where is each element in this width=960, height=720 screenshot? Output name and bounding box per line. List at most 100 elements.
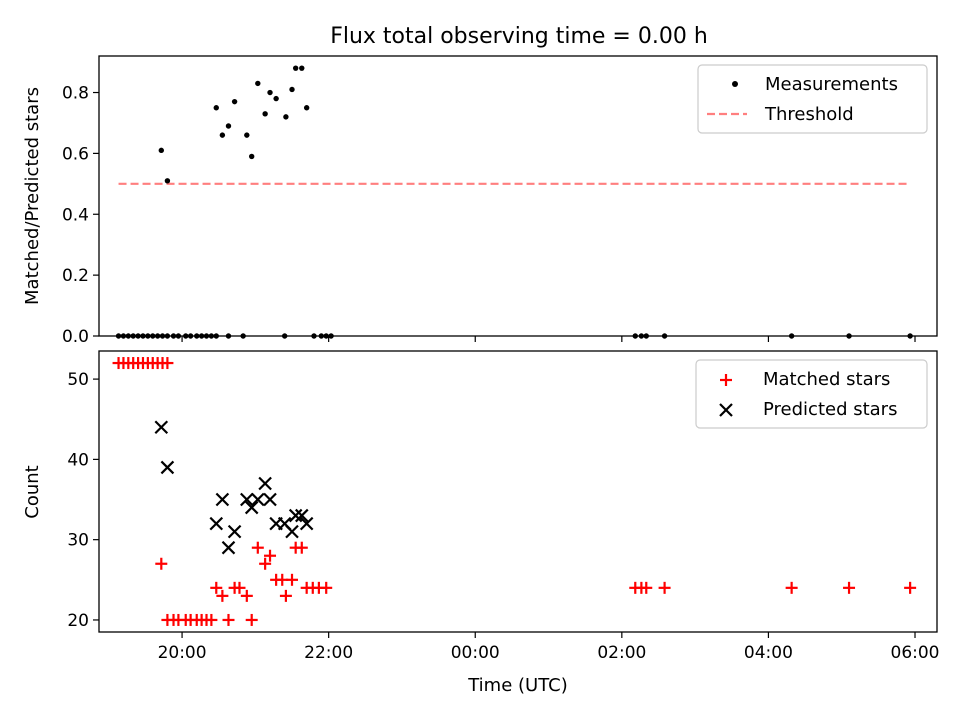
top-y-ticks: 0.0 0.2 0.4 0.6 0.8	[62, 84, 99, 347]
predicted-star-point	[251, 492, 265, 507]
y-tick-label: 30	[67, 531, 89, 551]
y-tick-label: 0.0	[62, 327, 89, 347]
measurement-point	[281, 333, 288, 339]
predicted-star-point	[160, 460, 175, 475]
measurement-point	[120, 333, 127, 339]
predicted-star-points	[154, 420, 314, 555]
measurement-point	[213, 333, 219, 339]
matched-star-point	[222, 613, 235, 626]
predicted-star-point	[263, 492, 277, 507]
bottom-y-ticks: 20 30 40 50	[67, 370, 99, 631]
measurement-point	[318, 333, 325, 339]
matched-star-point	[785, 581, 798, 594]
bottom-legend: Matched stars Predicted stars	[695, 359, 928, 429]
matched-star-point	[205, 613, 218, 626]
measurement-point	[643, 333, 649, 339]
measurement-point	[140, 333, 146, 339]
measurement-points	[115, 65, 913, 339]
predicted-star-point	[299, 516, 314, 531]
predicted-star-point	[227, 524, 242, 539]
legend-label-matched: Matched stars	[763, 369, 890, 390]
matched-star-point	[251, 541, 264, 554]
y-tick-label: 0.2	[62, 266, 89, 286]
predicted-star-point	[221, 540, 236, 555]
measurement-point	[846, 333, 852, 339]
top-plot-panel: 0.00.20.40.60.8 Matched/Predicted stars …	[22, 55, 938, 347]
measurement-point	[661, 333, 668, 339]
chart-title: Flux total observing time = 0.00 h	[330, 24, 708, 49]
matched-star-point	[240, 589, 253, 602]
predicted-star-point	[244, 500, 259, 515]
predicted-star-point	[215, 492, 230, 507]
matched-star-point	[245, 613, 258, 626]
measurement-point	[145, 333, 151, 339]
measurement-point	[219, 132, 226, 138]
measurement-point	[194, 333, 200, 339]
measurement-point	[262, 111, 268, 117]
measurement-point	[289, 86, 295, 93]
bottom-legend-box	[695, 359, 928, 429]
matched-star-point	[295, 541, 308, 554]
matched-star-point	[904, 581, 917, 594]
predicted-star-point	[154, 420, 169, 435]
measurement-point	[208, 333, 215, 339]
y-tick-label: 40	[67, 450, 89, 470]
y-tick-label: 50	[67, 370, 89, 390]
matched-star-point	[210, 581, 223, 594]
measurement-point	[159, 333, 166, 339]
y-tick-label: 0.4	[62, 205, 89, 225]
measurement-point	[203, 333, 210, 339]
x-tick-label: 04:00	[744, 643, 793, 663]
measurement-point	[632, 333, 638, 339]
x-tick-label: 00:00	[451, 643, 500, 663]
measurement-point	[638, 333, 645, 339]
predicted-star-point	[209, 516, 224, 531]
measurement-point	[231, 98, 238, 105]
measurement-point	[273, 95, 279, 102]
matched-star-point	[640, 581, 653, 594]
matched-star-point	[658, 581, 671, 594]
matched-star-points	[112, 357, 917, 626]
measurement-point	[130, 333, 136, 339]
x-tick-label: 22:00	[304, 643, 353, 663]
measurement-point	[267, 89, 273, 96]
measurement-point	[198, 333, 205, 339]
x-tick-label: 02:00	[597, 643, 646, 663]
y-tick-label: 20	[67, 611, 89, 631]
predicted-star-point	[285, 524, 299, 539]
legend-marker-matched	[720, 374, 732, 386]
measurement-point	[283, 114, 289, 120]
measurement-point	[225, 123, 232, 129]
bottom-y-axis-label: Count	[22, 465, 43, 518]
measurement-point	[170, 333, 177, 339]
measurement-point	[788, 333, 795, 339]
measurement-point	[225, 333, 232, 339]
y-tick-label: 0.6	[62, 144, 89, 164]
legend-marker-measurements	[732, 81, 738, 87]
bottom-x-ticks: 20:00 22:00 00:00 02:00 04:00 06:00	[158, 632, 940, 663]
matched-star-point	[259, 557, 272, 570]
measurement-point	[299, 65, 305, 71]
measurement-point	[248, 153, 255, 160]
top-legend: Measurements Threshold	[697, 64, 928, 134]
measurement-point	[328, 333, 334, 339]
measurement-point	[164, 333, 171, 339]
matched-star-point	[320, 581, 333, 594]
matched-star-point	[155, 557, 168, 570]
measurement-point	[125, 333, 132, 339]
matched-star-point	[161, 357, 174, 370]
predicted-star-point	[295, 508, 309, 523]
matched-star-point	[843, 581, 856, 594]
measurement-point	[213, 105, 219, 111]
matched-star-point	[279, 589, 292, 602]
top-legend-box	[697, 64, 928, 134]
matched-star-point	[286, 573, 299, 586]
measurement-point	[187, 333, 194, 339]
measurement-point	[907, 333, 913, 339]
measurement-point	[323, 333, 329, 339]
predicted-star-point	[288, 508, 303, 523]
matched-star-point	[264, 549, 277, 562]
top-y-axis-label: Matched/Predicted stars	[22, 87, 43, 305]
legend-label-measurements: Measurements	[765, 74, 898, 95]
